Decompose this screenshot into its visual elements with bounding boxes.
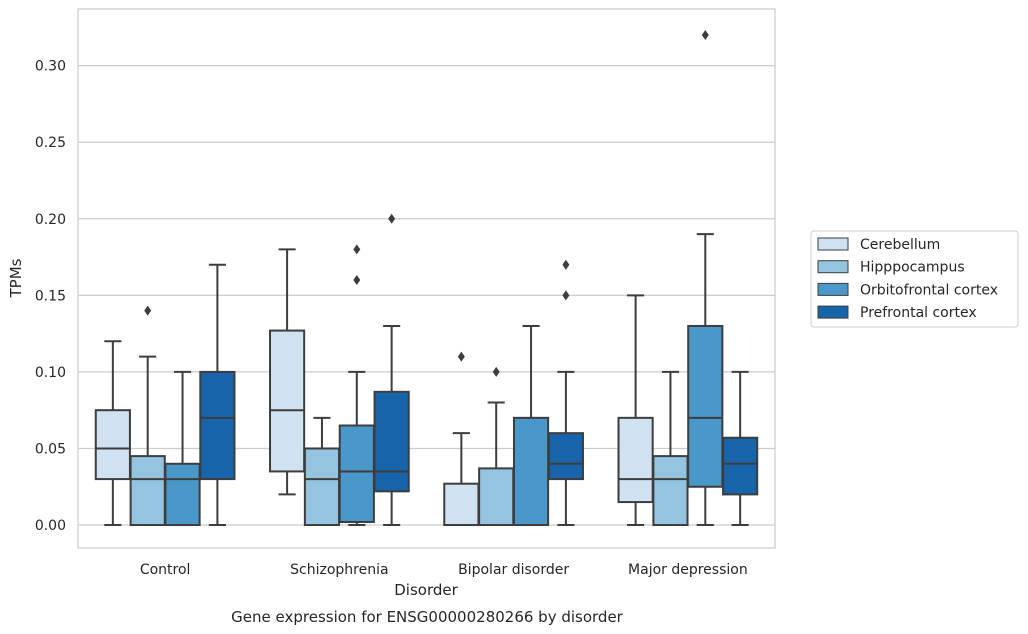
box-prefrontal-cortex (373, 213, 410, 527)
box-prefrontal-cortex (722, 370, 759, 527)
box-cerebellum (269, 248, 306, 496)
legend-label: Orbitofrontal cortex (860, 282, 998, 298)
y-axis-title: TPMs (7, 258, 25, 298)
legend-frame (810, 230, 1019, 328)
y-tick-label: 0.10 (35, 365, 66, 381)
outlier-point (388, 213, 396, 224)
outlier-point (144, 305, 152, 316)
box-orbitofrontal-cortex (338, 244, 375, 527)
outlier-point (457, 351, 465, 362)
legend-label: Cerebellum (860, 237, 940, 253)
box-body (547, 432, 584, 481)
y-tick-labels: 0.00 0.05 0.10 0.15 0.20 0.25 0.30 (35, 59, 66, 534)
box-body (722, 436, 759, 496)
x-tick-label: Schizophrenia (290, 562, 388, 578)
box-body (617, 416, 654, 504)
outlier-point (353, 244, 361, 255)
outlier-point (562, 290, 570, 301)
legend-swatch (817, 260, 849, 274)
outlier-point (701, 30, 709, 41)
box-body (199, 370, 236, 481)
box-hipppocampus (478, 366, 515, 527)
box-body (338, 424, 375, 523)
box-cerebellum (443, 351, 480, 527)
y-tick-label: 0.05 (35, 441, 66, 457)
legend: Cerebellum Hipppocampus Orbitofrontal cort… (810, 230, 1019, 328)
box-body (478, 467, 515, 527)
legend-swatch (817, 305, 849, 319)
legend-label: Prefrontal cortex (860, 305, 977, 321)
box-orbitofrontal-cortex (164, 370, 201, 527)
outlier-point (353, 275, 361, 286)
legend-items: Cerebellum Hipppocampus Orbitofrontal cort… (817, 237, 998, 321)
x-axis-title: Disorder (394, 581, 458, 599)
box-orbitofrontal-cortex (512, 324, 550, 527)
box-body (129, 455, 166, 527)
box-body (269, 329, 306, 473)
x-tick-label: Bipolar disorder (458, 562, 569, 578)
grid-lines (78, 65, 775, 526)
plot-frame (77, 8, 776, 549)
x-tick-label: Major depression (628, 562, 748, 578)
legend-swatch (817, 237, 849, 251)
box-hipppocampus (303, 416, 341, 527)
y-tick-label: 0.30 (35, 59, 66, 75)
box-hipppocampus (129, 305, 166, 527)
y-tick-label: 0.00 (35, 518, 66, 534)
outlier-point (492, 366, 500, 377)
box-body (94, 409, 131, 481)
box-body (443, 482, 480, 527)
box-body (373, 390, 410, 493)
x-tick-labels: Control Schizophrenia Bipolar disorder Majo… (140, 562, 748, 578)
y-tick-label: 0.25 (35, 135, 66, 151)
box-cerebellum (94, 340, 131, 527)
box-body (164, 462, 201, 527)
box-hipppocampus (652, 370, 689, 527)
y-tick-label: 0.20 (35, 212, 66, 228)
y-tick-label: 0.15 (35, 288, 66, 304)
box-cerebellum (617, 294, 654, 527)
legend-swatch (817, 282, 849, 296)
box-prefrontal-cortex (199, 263, 236, 527)
x-tick-label: Control (140, 562, 191, 578)
box-prefrontal-cortex (547, 259, 584, 527)
box-orbitofrontal-cortex (687, 30, 724, 527)
box-body (652, 455, 689, 527)
box-body (512, 416, 550, 527)
outlier-point (562, 259, 570, 270)
box-body (687, 324, 724, 488)
legend-label: Hipppocampus (860, 260, 965, 276)
chart-caption: Gene expression for ENSG00000280266 by d… (231, 608, 624, 626)
box-groups (94, 30, 759, 527)
box-body (303, 447, 341, 527)
